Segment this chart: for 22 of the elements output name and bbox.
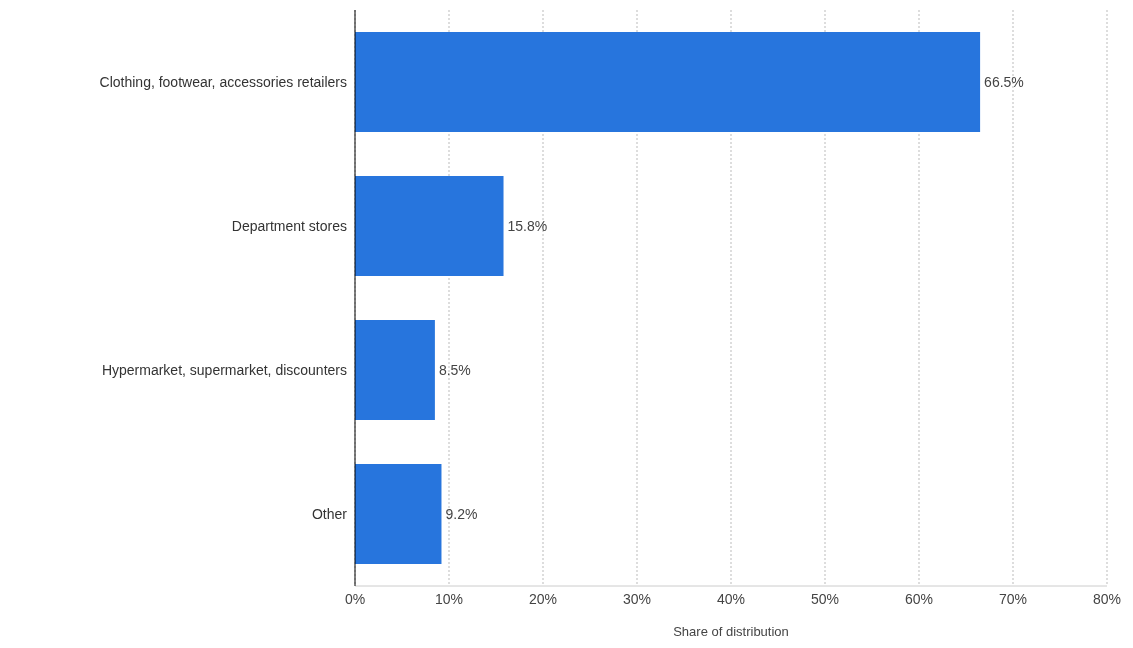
x-tick-label: 0% <box>344 590 366 607</box>
x-tick-label: 60% <box>904 590 934 607</box>
x-tick-label: 10% <box>434 590 464 607</box>
y-tick-label: Clothing, footwear, accessories retailers <box>99 73 347 90</box>
x-tick-label: 20% <box>528 590 558 607</box>
x-tick-label: 80% <box>1092 590 1122 607</box>
data-label: 9.2% <box>445 505 478 522</box>
data-label: 66.5% <box>984 73 1024 90</box>
bar <box>355 464 442 564</box>
data-label: 15.8% <box>507 217 548 234</box>
y-tick-label: Other <box>311 505 348 522</box>
bar <box>355 320 435 420</box>
x-tick-label: 50% <box>810 590 840 607</box>
y-tick-label: Department stores <box>231 217 347 234</box>
data-label: 8.5% <box>438 361 471 378</box>
bar <box>355 176 504 276</box>
x-tick-label: 30% <box>622 590 652 607</box>
bar <box>355 32 981 132</box>
y-tick-label: Hypermarket, supermarket, discounters <box>101 361 347 378</box>
x-tick-label: 70% <box>998 590 1028 607</box>
x-tick-label: 40% <box>716 590 746 607</box>
x-axis-title: Share of distribution <box>673 624 789 639</box>
